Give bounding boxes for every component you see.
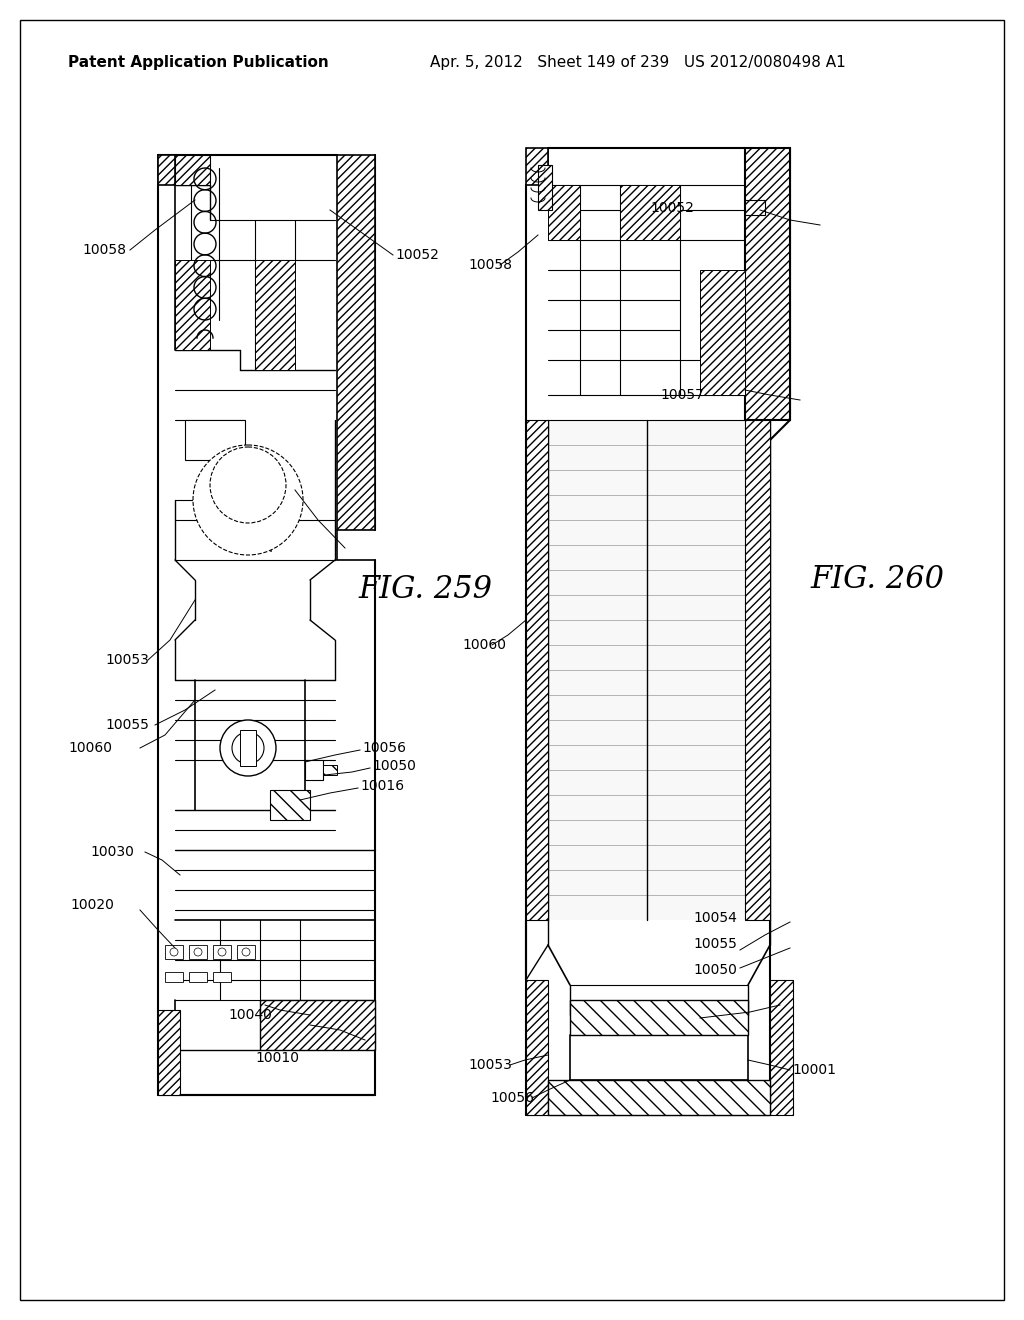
Text: Patent Application Publication: Patent Application Publication (68, 54, 329, 70)
Circle shape (218, 948, 226, 956)
Circle shape (232, 733, 264, 764)
Text: 10055: 10055 (105, 718, 148, 733)
Polygon shape (700, 271, 745, 395)
Text: 10055: 10055 (693, 937, 737, 950)
Text: 10054: 10054 (693, 911, 737, 925)
Text: 10058: 10058 (468, 257, 512, 272)
Polygon shape (570, 1001, 748, 1035)
Bar (165, 945, 183, 960)
Polygon shape (158, 154, 175, 185)
Text: 10060: 10060 (68, 741, 112, 755)
Bar (745, 201, 765, 215)
Polygon shape (185, 420, 245, 459)
Polygon shape (538, 165, 552, 210)
Text: 10058: 10058 (82, 243, 126, 257)
Text: 10060: 10060 (462, 638, 506, 652)
Polygon shape (548, 1080, 770, 1115)
Circle shape (220, 719, 276, 776)
Polygon shape (526, 979, 548, 1115)
Polygon shape (770, 979, 793, 1115)
Text: 10057: 10057 (660, 388, 703, 403)
Text: Apr. 5, 2012   Sheet 149 of 239   US 2012/0080498 A1: Apr. 5, 2012 Sheet 149 of 239 US 2012/00… (430, 54, 846, 70)
Polygon shape (745, 148, 790, 420)
Polygon shape (175, 260, 210, 350)
Bar (305, 760, 323, 780)
Bar (189, 945, 207, 960)
Polygon shape (526, 148, 548, 185)
Circle shape (193, 445, 303, 554)
Polygon shape (175, 154, 210, 185)
Text: 10056: 10056 (362, 741, 406, 755)
Text: 10054: 10054 (230, 541, 273, 554)
Text: 10050: 10050 (372, 759, 416, 774)
Text: 10030: 10030 (90, 845, 134, 859)
Circle shape (210, 447, 286, 523)
Bar (240, 730, 256, 766)
Polygon shape (548, 185, 580, 240)
Polygon shape (158, 1010, 180, 1096)
Text: 10016: 10016 (360, 779, 404, 793)
Polygon shape (255, 260, 295, 370)
Polygon shape (260, 1001, 375, 1049)
Text: 10050: 10050 (693, 964, 737, 977)
Circle shape (194, 948, 202, 956)
Text: 10056: 10056 (490, 1092, 534, 1105)
Bar (189, 972, 207, 982)
Bar (548, 420, 745, 920)
Text: 10010: 10010 (255, 1051, 299, 1065)
Polygon shape (270, 789, 310, 820)
Polygon shape (526, 420, 548, 920)
Text: 10040: 10040 (228, 1008, 272, 1022)
Bar (165, 972, 183, 982)
Circle shape (170, 948, 178, 956)
Bar (213, 945, 231, 960)
Text: FIG. 260: FIG. 260 (810, 565, 944, 595)
Text: FIG. 259: FIG. 259 (358, 574, 492, 606)
Polygon shape (337, 154, 375, 531)
Text: 10052: 10052 (395, 248, 439, 261)
Text: 10053: 10053 (468, 1059, 512, 1072)
Circle shape (242, 948, 250, 956)
Bar (213, 972, 231, 982)
Text: 10053: 10053 (105, 653, 148, 667)
Text: 10020: 10020 (70, 898, 114, 912)
Polygon shape (620, 185, 680, 240)
Circle shape (242, 742, 254, 754)
Text: 10001: 10001 (792, 1063, 836, 1077)
Polygon shape (745, 420, 770, 920)
Bar (237, 945, 255, 960)
Polygon shape (323, 766, 337, 775)
Text: 10052: 10052 (650, 201, 694, 215)
